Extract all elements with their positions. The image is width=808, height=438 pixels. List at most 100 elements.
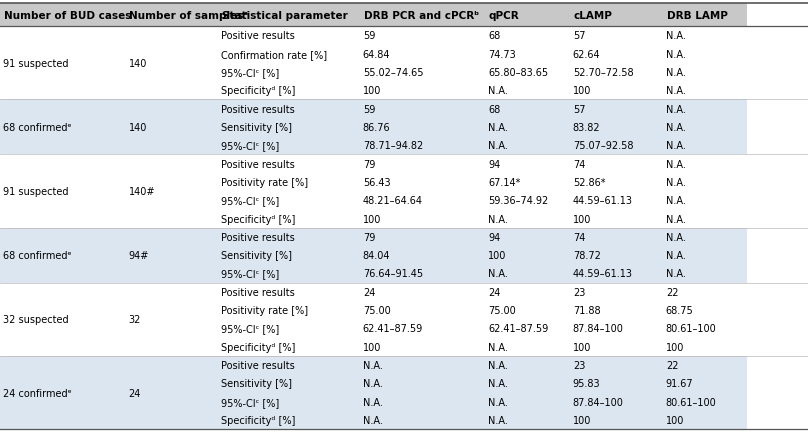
Text: N.A.: N.A.: [666, 141, 686, 151]
Bar: [570, 247, 663, 265]
Bar: [485, 118, 570, 137]
Text: 74: 74: [573, 232, 585, 242]
Text: 140: 140: [128, 123, 147, 133]
Text: 68.75: 68.75: [666, 305, 693, 315]
Bar: [485, 320, 570, 338]
Bar: [570, 46, 663, 64]
Text: 100: 100: [666, 342, 684, 352]
Bar: [218, 265, 360, 283]
Bar: [570, 265, 663, 283]
Bar: [218, 228, 360, 247]
Text: N.A.: N.A.: [488, 378, 508, 389]
Bar: [125, 283, 218, 356]
Bar: [0, 4, 125, 27]
Text: DRB PCR and cPCRᵇ: DRB PCR and cPCRᵇ: [364, 11, 478, 21]
Text: 79: 79: [363, 159, 375, 169]
Text: N.A.: N.A.: [488, 141, 508, 151]
Text: N.A.: N.A.: [666, 68, 686, 78]
Text: N.A.: N.A.: [488, 86, 508, 96]
Bar: [570, 374, 663, 393]
Bar: [360, 191, 485, 210]
Text: N.A.: N.A.: [666, 251, 686, 261]
Bar: [570, 27, 663, 46]
Text: 75.00: 75.00: [488, 305, 516, 315]
Text: 59: 59: [363, 31, 375, 41]
Bar: [570, 283, 663, 301]
Text: Sensitivity [%]: Sensitivity [%]: [221, 378, 292, 389]
Bar: [360, 155, 485, 173]
Text: 95%-CIᶜ [%]: 95%-CIᶜ [%]: [221, 324, 280, 334]
Bar: [485, 411, 570, 429]
Bar: [485, 338, 570, 356]
Text: Number of BUD cases: Number of BUD cases: [4, 11, 132, 21]
Bar: [570, 4, 663, 27]
Bar: [360, 137, 485, 155]
Text: Confirmation rate [%]: Confirmation rate [%]: [221, 49, 327, 60]
Bar: [0, 27, 125, 100]
Text: 23: 23: [573, 287, 585, 297]
Text: 140#: 140#: [128, 187, 155, 197]
Bar: [663, 118, 747, 137]
Text: 57: 57: [573, 31, 585, 41]
Bar: [0, 155, 125, 228]
Bar: [663, 320, 747, 338]
Bar: [663, 283, 747, 301]
Bar: [218, 82, 360, 100]
Bar: [218, 338, 360, 356]
Bar: [570, 320, 663, 338]
Text: 48.21–64.64: 48.21–64.64: [363, 196, 423, 206]
Bar: [360, 118, 485, 137]
Bar: [360, 374, 485, 393]
Text: 24: 24: [128, 388, 141, 398]
Text: 24 confirmedᵉ: 24 confirmedᵉ: [3, 388, 72, 398]
Bar: [125, 100, 218, 155]
Text: qPCR: qPCR: [489, 11, 520, 21]
Text: Specificityᵈ [%]: Specificityᵈ [%]: [221, 86, 296, 96]
Bar: [663, 393, 747, 411]
Text: 78.72: 78.72: [573, 251, 600, 261]
Bar: [485, 265, 570, 283]
Bar: [218, 356, 360, 374]
Text: 67.14*: 67.14*: [488, 177, 520, 187]
Text: 95%-CIᶜ [%]: 95%-CIᶜ [%]: [221, 141, 280, 151]
Text: 95%-CIᶜ [%]: 95%-CIᶜ [%]: [221, 397, 280, 407]
Bar: [125, 155, 218, 228]
Bar: [360, 411, 485, 429]
Text: 100: 100: [363, 214, 381, 224]
Text: N.A.: N.A.: [666, 123, 686, 133]
Text: 55.02–74.65: 55.02–74.65: [363, 68, 423, 78]
Text: Specificityᵈ [%]: Specificityᵈ [%]: [221, 214, 296, 224]
Bar: [360, 228, 485, 247]
Bar: [663, 137, 747, 155]
Bar: [125, 4, 218, 27]
Bar: [570, 356, 663, 374]
Text: Specificityᵈ [%]: Specificityᵈ [%]: [221, 415, 296, 425]
Text: N.A.: N.A.: [666, 86, 686, 96]
Text: 68 confirmedᵉ: 68 confirmedᵉ: [3, 251, 72, 261]
Text: N.A.: N.A.: [666, 196, 686, 206]
Text: 87.84–100: 87.84–100: [573, 397, 624, 407]
Text: 68 confirmedᵉ: 68 confirmedᵉ: [3, 123, 72, 133]
Bar: [485, 393, 570, 411]
Text: N.A.: N.A.: [488, 123, 508, 133]
Bar: [360, 4, 485, 27]
Text: N.A.: N.A.: [666, 177, 686, 187]
Bar: [663, 247, 747, 265]
Bar: [360, 100, 485, 118]
Bar: [125, 356, 218, 429]
Bar: [360, 283, 485, 301]
Bar: [218, 301, 360, 320]
Text: 76.64–91.45: 76.64–91.45: [363, 269, 423, 279]
Text: Statistical parameter: Statistical parameter: [222, 11, 348, 21]
Text: N.A.: N.A.: [666, 49, 686, 60]
Text: 52.70–72.58: 52.70–72.58: [573, 68, 633, 78]
Bar: [485, 27, 570, 46]
Bar: [0, 356, 125, 429]
Bar: [218, 173, 360, 191]
Text: 100: 100: [363, 342, 381, 352]
Bar: [570, 228, 663, 247]
Text: 44.59–61.13: 44.59–61.13: [573, 196, 633, 206]
Text: Positive results: Positive results: [221, 159, 295, 169]
Text: Positive results: Positive results: [221, 360, 295, 370]
Bar: [218, 4, 360, 27]
